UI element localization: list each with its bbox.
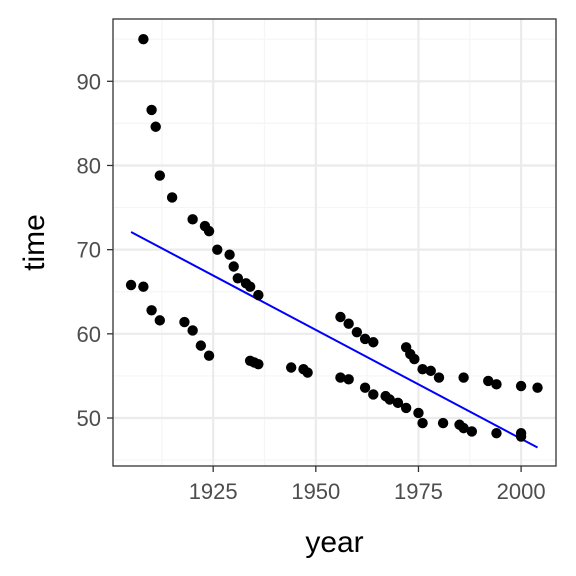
data-point [253,289,264,301]
data-point [195,340,207,351]
grid-major [113,19,556,466]
data-point [515,380,527,392]
x-tick-label: 2000 [497,479,546,504]
data-point [351,326,363,338]
y-tick-label: 70 [77,238,101,263]
data-point [335,372,346,383]
x-axis-title: year [305,526,363,559]
data-point [187,214,198,225]
data-point [368,389,379,400]
data-point [138,34,149,45]
y-tick-label: 60 [77,322,101,347]
data-point [244,281,256,292]
fit-line [130,231,538,449]
data-point [400,402,412,414]
x-tick-label: 1925 [189,479,238,504]
y-tick-label: 80 [77,153,101,178]
grid-minor [113,19,556,466]
y-tick-label: 90 [77,69,101,94]
y-axis-title: time [18,214,51,271]
y-axis-ticks: 50 60 70 80 90 [77,69,113,431]
data-point [343,374,354,385]
data-point [179,316,190,328]
data-point [146,305,157,316]
data-point [253,358,264,370]
data-point [491,379,502,390]
data-point [125,279,137,291]
data-point [417,363,428,375]
data-point [417,417,428,429]
data-point [166,192,178,203]
data-point [532,382,543,393]
data-point [425,365,436,377]
data-point [212,244,223,255]
data-point [409,353,420,365]
data-point [359,382,371,393]
data-point [491,427,502,439]
panel-border [112,18,557,467]
data-point [483,375,494,387]
data-point [187,325,198,336]
x-tick-label: 1975 [394,479,443,504]
data-point [154,170,166,181]
x-axis-ticks: 1925 1950 1975 2000 [189,466,546,504]
points-layer [125,34,543,442]
data-point [335,311,346,323]
data-point [154,315,166,326]
x-tick-label: 1950 [291,479,340,504]
data-point [150,121,161,132]
data-point [413,407,424,419]
data-point [203,350,215,361]
data-point [458,422,469,434]
data-point [203,225,215,237]
data-point [232,273,244,284]
data-point [515,431,527,442]
data-point [392,397,404,409]
data-point [146,104,157,116]
panel-background [113,19,556,466]
fit-line-layer [130,231,538,449]
data-point [384,394,395,405]
data-point [302,367,313,378]
data-point [466,426,478,437]
data-point [458,372,469,383]
data-point [224,249,235,260]
data-point [437,417,449,429]
data-point [343,318,354,329]
data-point [368,337,379,348]
data-point [285,362,297,373]
data-point [228,261,239,272]
data-point [359,333,371,345]
data-point [138,281,149,292]
data-point [433,372,445,383]
y-tick-label: 50 [77,406,101,431]
